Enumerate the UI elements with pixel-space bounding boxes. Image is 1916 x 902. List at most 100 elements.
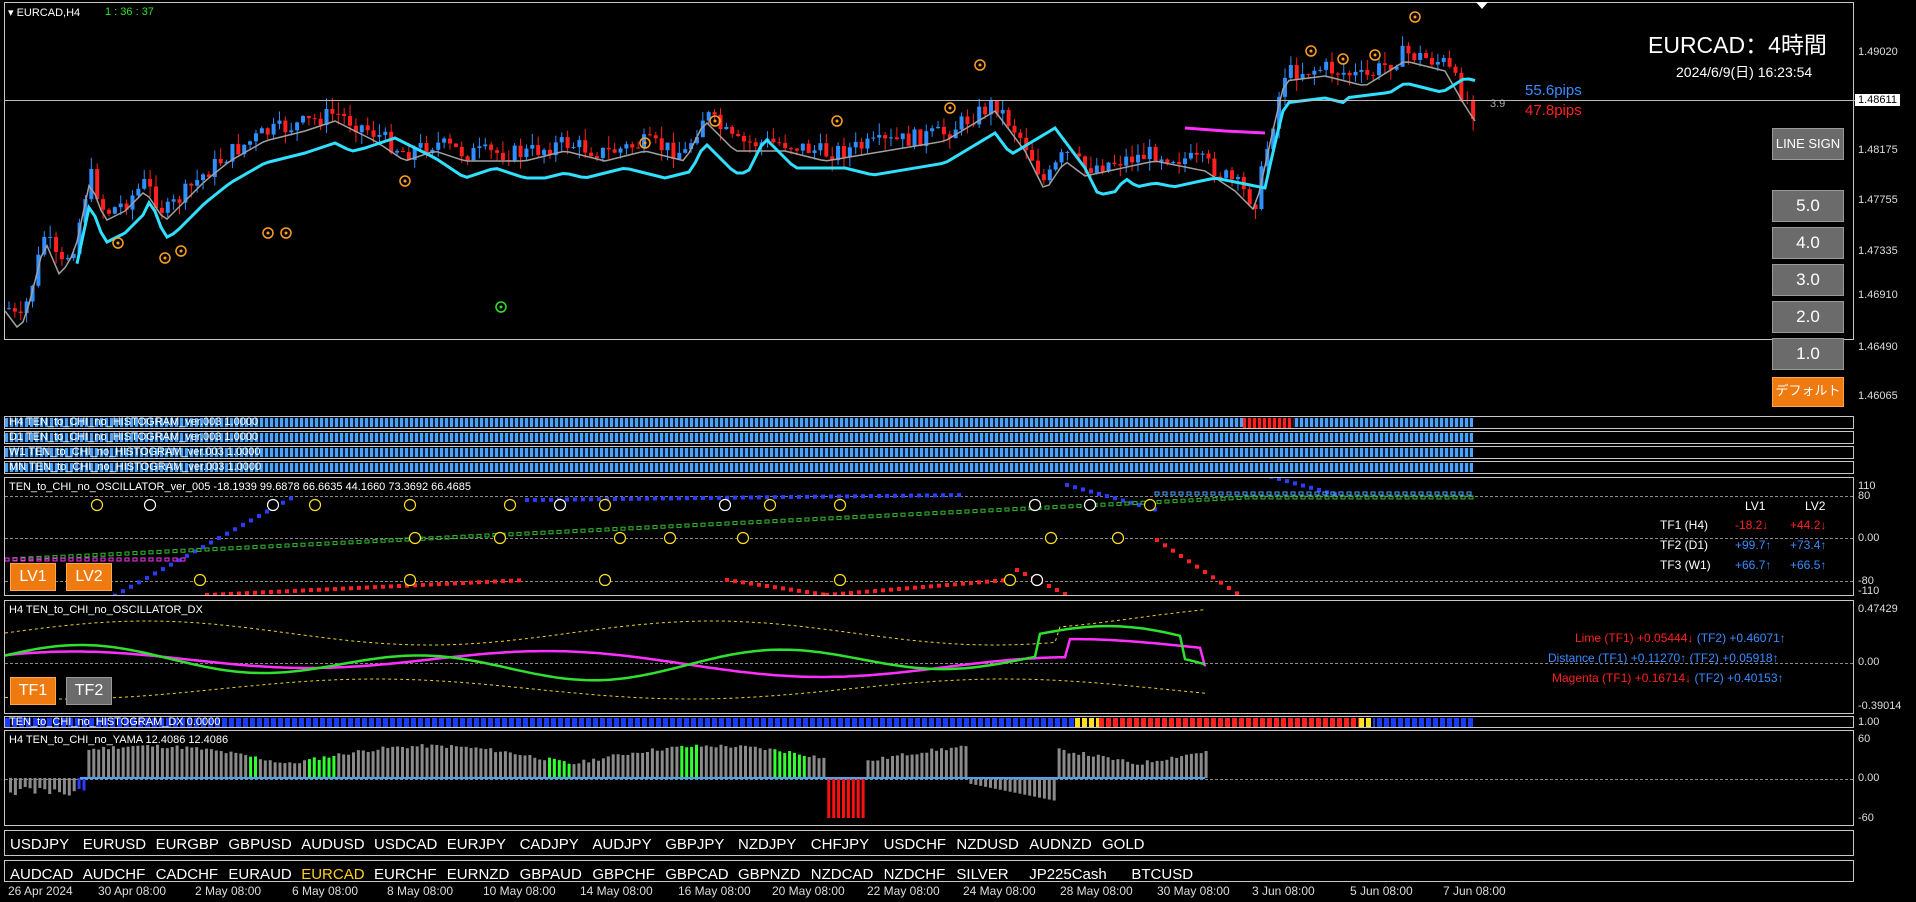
symbol-button-eurchf[interactable]: EURCHF — [374, 866, 437, 883]
level-1-button[interactable]: 1.0 — [1772, 338, 1844, 370]
yama-bar — [298, 763, 302, 778]
osc-lv2-dot — [1324, 495, 1330, 500]
yama-bar — [592, 758, 596, 778]
histogram-w1[interactable]: W1 TEN_to_CHI_no_HISTOGRAM_ver.003 1.000… — [4, 446, 1854, 459]
osc-dot — [861, 494, 865, 499]
osc-dot — [977, 580, 981, 585]
osc-dot — [501, 579, 505, 584]
candle — [883, 132, 888, 150]
yama-bar — [660, 750, 664, 778]
symbol-button-silver[interactable]: SILVER — [956, 866, 1009, 883]
price-chart-panel[interactable] — [4, 2, 1854, 340]
candle — [1382, 52, 1387, 74]
osc-lv2-dot — [516, 531, 522, 536]
osc-lv2-dot — [76, 553, 82, 558]
symbol-button-audchf[interactable]: AUDCHF — [82, 866, 146, 883]
symbol-button-usdjpy[interactable]: USDJPY — [10, 836, 70, 853]
yama-bar — [489, 748, 493, 778]
symbol-button-jp225cash[interactable]: JP225Cash — [1029, 866, 1107, 883]
symbol-button-gbpusd[interactable]: GBPUSD — [228, 836, 292, 853]
histogram-dx-yellow-a — [1075, 718, 1099, 727]
histogram-mn[interactable]: MN TEN_to_CHI_no_HISTOGRAM_ver.003 1.000… — [4, 461, 1854, 474]
symbol-button-eurnzd[interactable]: EURNZD — [446, 866, 510, 883]
line-sign-button[interactable]: LINE SIGN — [1772, 128, 1844, 160]
dx-panel[interactable] — [4, 600, 1854, 714]
osc-lv2-dot — [444, 535, 450, 540]
symbol-button-gbpchf[interactable]: GBPCHF — [592, 866, 655, 883]
symbol-button-cadchf[interactable]: CADCHF — [155, 866, 219, 883]
candle — [530, 133, 535, 157]
symbol-button-audusd[interactable]: AUDUSD — [301, 836, 365, 853]
symbol-button-eurjpy[interactable]: EURJPY — [446, 836, 506, 853]
signal-marker-icon — [262, 227, 274, 239]
symbol-button-usdchf[interactable]: USDCHF — [883, 836, 947, 853]
symbol-button-audcad[interactable]: AUDCAD — [10, 866, 74, 883]
osc-dot — [709, 495, 713, 500]
signal-marker-icon — [974, 59, 986, 71]
symbol-button-gbpcad[interactable]: GBPCAD — [665, 866, 729, 883]
lv1-button[interactable]: LV1 — [10, 563, 56, 591]
symbol-button-gbpjpy[interactable]: GBPJPY — [665, 836, 725, 853]
yama-bar — [175, 745, 179, 778]
osc-dot — [813, 494, 817, 499]
symbol-button-chfjpy[interactable]: CHFJPY — [810, 836, 870, 853]
symbol-button-eurgbp[interactable]: EURGBP — [155, 836, 219, 853]
level-5-button[interactable]: 5.0 — [1772, 190, 1844, 222]
osc-lv2-dot — [204, 547, 210, 552]
symbol-button-btcusd[interactable]: BTCUSD — [1131, 866, 1194, 883]
histogram-h4[interactable]: H4 TEN_to_CHI_no_HISTOGRAM_ver.003 1.000… — [4, 416, 1854, 429]
symbol-button-gbpnzd[interactable]: GBPNZD — [738, 866, 801, 883]
candle — [1424, 49, 1429, 59]
level-3-button[interactable]: 3.0 — [1772, 264, 1844, 296]
candle — [1429, 52, 1434, 68]
osc-lv1-dot — [76, 557, 82, 562]
candle — [165, 197, 170, 218]
symbol-button-nzdusd[interactable]: NZDUSD — [956, 836, 1019, 853]
osc-dot — [265, 509, 269, 514]
tf1-button[interactable]: TF1 — [10, 677, 56, 705]
candle — [936, 120, 941, 129]
shift-marker-icon[interactable] — [1476, 2, 1488, 9]
yama-bar — [1145, 760, 1149, 778]
osc-dot — [469, 580, 473, 585]
yama-bar — [891, 756, 894, 778]
osc-lv2-dot — [972, 509, 978, 514]
level-4-button[interactable]: 4.0 — [1772, 227, 1844, 259]
symbol-button-gold[interactable]: GOLD — [1102, 836, 1145, 853]
histogram-dx[interactable]: TEN_to_CHI_no_HISTOGRAM_DX 0.0000 — [4, 716, 1854, 728]
osc-lv2-dot — [652, 525, 658, 530]
osc-lv2-dot — [740, 520, 746, 525]
symbol-button-eurusd[interactable]: EURUSD — [82, 836, 147, 853]
symbol-button-nzdjpy[interactable]: NZDJPY — [738, 836, 797, 853]
symbol-button-cadjpy[interactable]: CADJPY — [519, 836, 579, 853]
level-2-button[interactable]: 2.0 — [1772, 301, 1844, 333]
candle — [841, 137, 846, 168]
osc-lv2-dot — [1164, 499, 1170, 504]
lv2-button[interactable]: LV2 — [66, 563, 112, 591]
osc-top-dot — [1194, 491, 1200, 496]
symbol-button-nzdchf[interactable]: NZDCHF — [883, 866, 946, 883]
osc-lv2-dot — [1236, 495, 1242, 500]
default-button[interactable]: デフォルト — [1772, 377, 1844, 407]
symbol-button-euraud[interactable]: EURAUD — [228, 866, 292, 883]
candle — [871, 131, 876, 142]
osc-lv2-dot — [1364, 495, 1370, 500]
osc-lv2-dot — [132, 551, 138, 556]
osc-dot — [957, 493, 961, 498]
symbol-button-audjpy[interactable]: AUDJPY — [592, 836, 652, 853]
tf2-button[interactable]: TF2 — [66, 677, 112, 705]
symbol-button-usdcad[interactable]: USDCAD — [374, 836, 438, 853]
osc-lv1-dot — [52, 557, 58, 562]
osc-lv2-dot — [1252, 495, 1258, 500]
osc-top-dot — [1290, 491, 1296, 496]
symbol-button-eurcad[interactable]: EURCAD — [301, 866, 365, 883]
yama-bar — [190, 747, 194, 778]
yama-bar — [205, 748, 208, 778]
yama-bar — [209, 749, 213, 778]
symbol-button-nzdcad[interactable]: NZDCAD — [810, 866, 874, 883]
yama-canvas — [9, 744, 1208, 818]
osc-dot — [929, 584, 933, 589]
symbol-button-gbpaud[interactable]: GBPAUD — [519, 866, 582, 883]
histogram-d1[interactable]: D1 TEN_to_CHI_no_HISTOGRAM_ver.003 1.000… — [4, 431, 1854, 444]
symbol-button-audnzd[interactable]: AUDNZD — [1029, 836, 1092, 853]
